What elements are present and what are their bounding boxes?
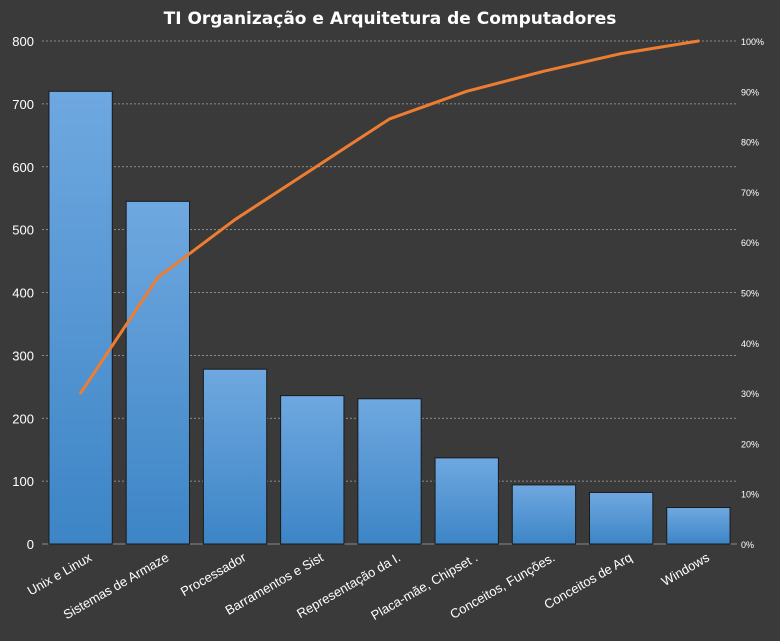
y2-tick-label: 50% [741,289,759,299]
x-tick-label: Processador [178,549,249,599]
y-tick-label: 800 [12,34,34,49]
x-tick-label: Conceitos de Arq [541,550,634,612]
y2-tick-label: 30% [741,389,759,399]
y-axis-left: 0 100 200 300 400 500 600 700 800 [12,34,34,552]
y-tick-label: 500 [12,223,34,238]
y2-tick-label: 100% [741,37,764,47]
y-axis-right: 0% 10% 20% 30% 40% 50% 60% 70% 80% 90% 100% [741,37,764,550]
bar [511,484,577,545]
y-tick-label: 100 [12,474,34,489]
y2-tick-label: 70% [741,188,759,198]
bar [589,491,654,545]
x-tick-label: Windows [659,549,713,589]
bars [48,90,731,545]
bar [357,398,422,545]
y-tick-label: 300 [12,348,34,363]
y-tick-label: 400 [12,286,34,301]
y-tick-label: 600 [12,160,34,175]
bar [280,395,345,545]
chart-title: TI Organização e Arquitetura de Computad… [164,9,617,29]
bar [125,200,190,545]
y-tick-label: 0 [27,537,34,552]
y2-tick-label: 40% [741,339,759,349]
y2-tick-label: 0% [741,540,754,550]
y2-tick-label: 80% [741,138,759,148]
line-series [79,39,700,395]
cumulative-line [79,39,700,395]
y-tick-label: 200 [12,411,34,426]
bar [48,90,113,545]
y2-tick-label: 60% [741,238,759,248]
bar [202,368,268,545]
bar [434,457,499,545]
bar [666,507,731,545]
y2-tick-label: 10% [741,490,759,500]
y2-tick-label: 90% [741,87,759,97]
y-tick-label: 700 [12,97,34,112]
y2-tick-label: 20% [741,439,759,449]
x-tick-label: Unix e Linux [25,549,95,598]
